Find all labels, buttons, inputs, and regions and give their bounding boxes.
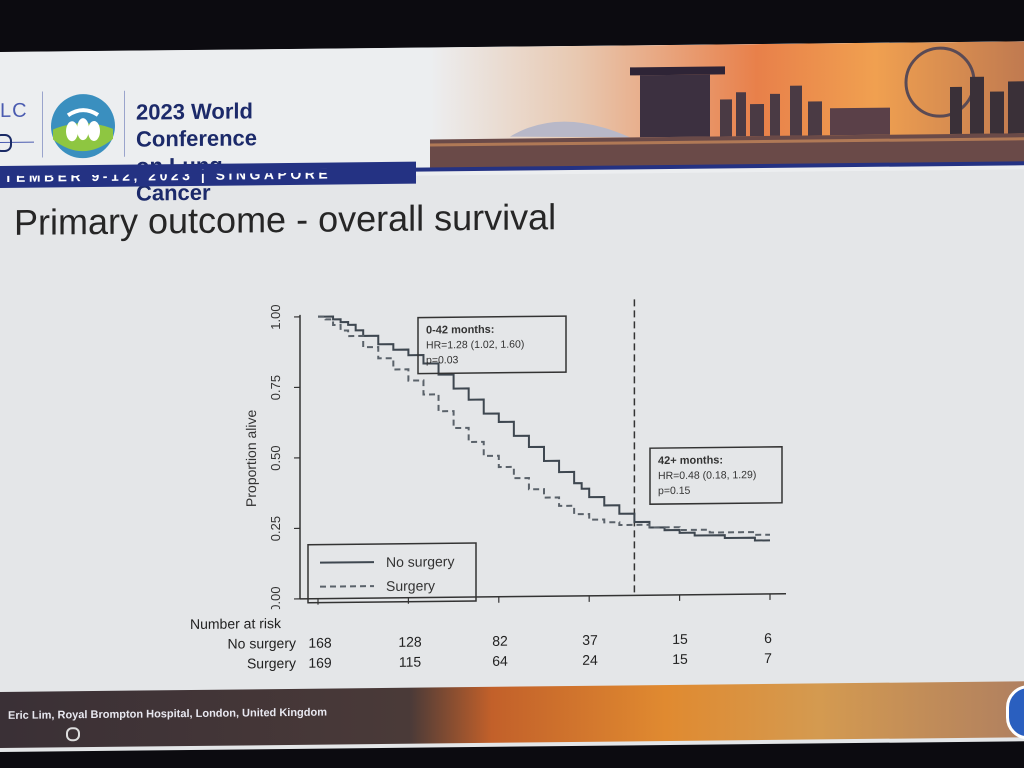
risk-row-label: Surgery — [246, 654, 296, 672]
hazard-ratio-box — [649, 446, 783, 505]
conference-logo-icon — [51, 94, 115, 159]
slide-title: Primary outcome - overall survival — [14, 196, 557, 243]
y-tick-label: 0.75 — [268, 375, 283, 400]
y-tick-label: 0.25 — [268, 516, 283, 541]
legend-swatch — [320, 561, 374, 564]
series-line-surgery — [318, 315, 770, 536]
number-at-risk-table: Number at risk No surgery 168 128 82 37 15 6 Su… — [0, 601, 1024, 692]
risk-cell: 24 — [582, 651, 598, 668]
risk-cell: 15 — [672, 650, 688, 667]
series-line-no-surgery — [318, 315, 770, 542]
singapore-skyline-banner — [430, 41, 1024, 170]
conference-title-line1: 2023 World Conference — [136, 98, 258, 152]
risk-cell: 6 — [764, 629, 772, 646]
y-axis-label: Proportion alive — [243, 409, 259, 507]
y-tick-label: 1.00 — [268, 304, 283, 329]
hazard-ratio-text: p=0.15 — [658, 485, 691, 497]
hazard-ratio-text: HR=0.48 (0.18, 1.29) — [658, 469, 756, 482]
conference-title: 2023 World Conference on Lung Cancer — [136, 97, 257, 206]
risk-cell: 37 — [582, 631, 598, 648]
risk-cell: 169 — [308, 654, 332, 671]
hazard-ratio-text: HR=1.28 (1.02, 1.60) — [426, 339, 524, 352]
risk-cell: 128 — [398, 633, 422, 650]
legend-label: No surgery — [386, 553, 454, 570]
hazard-ratio-text: p=0.03 — [426, 354, 459, 366]
risk-cell: 82 — [492, 632, 508, 649]
risk-cell: 168 — [308, 634, 332, 651]
footer: Eric Lim, Royal Brompton Hospital, Londo… — [0, 681, 1024, 752]
header-divider — [42, 91, 43, 158]
hazard-ratio-box — [417, 315, 567, 375]
legend-box — [307, 542, 477, 604]
risk-cell: 15 — [672, 630, 688, 647]
x-axis-line — [300, 593, 786, 600]
number-at-risk-title: Number at risk — [190, 615, 282, 633]
hazard-ratio-text: 42+ months: — [658, 454, 723, 467]
hazard-ratio-text: 0-42 months: — [426, 324, 494, 337]
conference-header: LC 2023 World Conference on Lung Cancer … — [0, 41, 1024, 206]
y-tick-label: 0.00 — [268, 586, 283, 610]
header-divider — [124, 90, 125, 157]
presentation-slide: LC 2023 World Conference on Lung Cancer … — [0, 41, 1024, 752]
risk-cell: 115 — [398, 653, 422, 670]
y-tick-label: 0.50 — [268, 445, 283, 470]
legend-swatch — [320, 585, 374, 588]
risk-cell: 64 — [492, 652, 508, 669]
logo-dot — [0, 133, 12, 153]
legend-label: Surgery — [386, 577, 435, 594]
organisation-logo-text: LC — [0, 99, 28, 122]
risk-cell: 7 — [764, 649, 772, 666]
survival-chart: 0.000.250.500.751.0001224364860Time from… — [243, 299, 786, 610]
risk-row-label: No surgery — [227, 634, 296, 652]
record-icon — [66, 727, 80, 742]
